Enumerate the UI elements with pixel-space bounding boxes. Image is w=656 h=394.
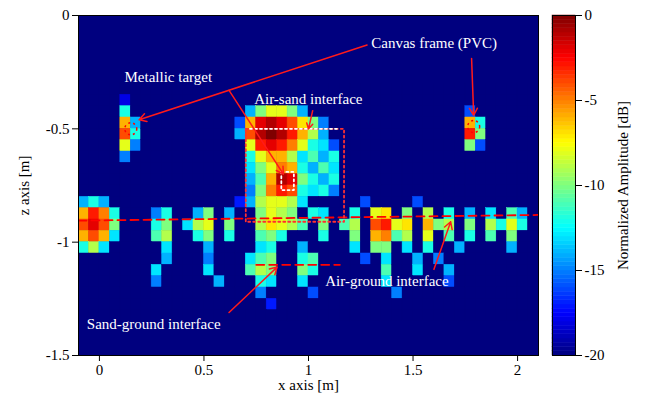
svg-text:Normalized Amplitude [dB]: Normalized Amplitude [dB] xyxy=(615,101,631,270)
svg-text:z axis [m]: z axis [m] xyxy=(16,156,32,216)
svg-text:2: 2 xyxy=(514,362,522,378)
svg-text:1.5: 1.5 xyxy=(404,362,423,378)
svg-text:x axis [m]: x axis [m] xyxy=(278,377,339,393)
svg-text:Metallic target: Metallic target xyxy=(125,69,213,85)
svg-text:Canvas frame (PVC): Canvas frame (PVC) xyxy=(371,35,497,52)
svg-text:0: 0 xyxy=(62,7,70,23)
svg-text:0: 0 xyxy=(585,7,593,23)
svg-text:0.5: 0.5 xyxy=(195,362,214,378)
svg-text:-20: -20 xyxy=(585,347,605,363)
svg-text:-0.5: -0.5 xyxy=(46,121,70,137)
svg-text:-15: -15 xyxy=(585,262,605,278)
svg-text:0: 0 xyxy=(96,362,104,378)
svg-text:Air-sand interface: Air-sand interface xyxy=(254,91,363,107)
svg-text:Sand-ground interface: Sand-ground interface xyxy=(87,316,221,332)
svg-text:-5: -5 xyxy=(585,92,598,108)
svg-text:Air-ground interface: Air-ground interface xyxy=(325,273,449,289)
svg-text:-10: -10 xyxy=(585,177,605,193)
svg-text:-1: -1 xyxy=(57,234,70,250)
svg-text:-1.5: -1.5 xyxy=(46,347,70,363)
svg-text:1: 1 xyxy=(304,362,313,379)
